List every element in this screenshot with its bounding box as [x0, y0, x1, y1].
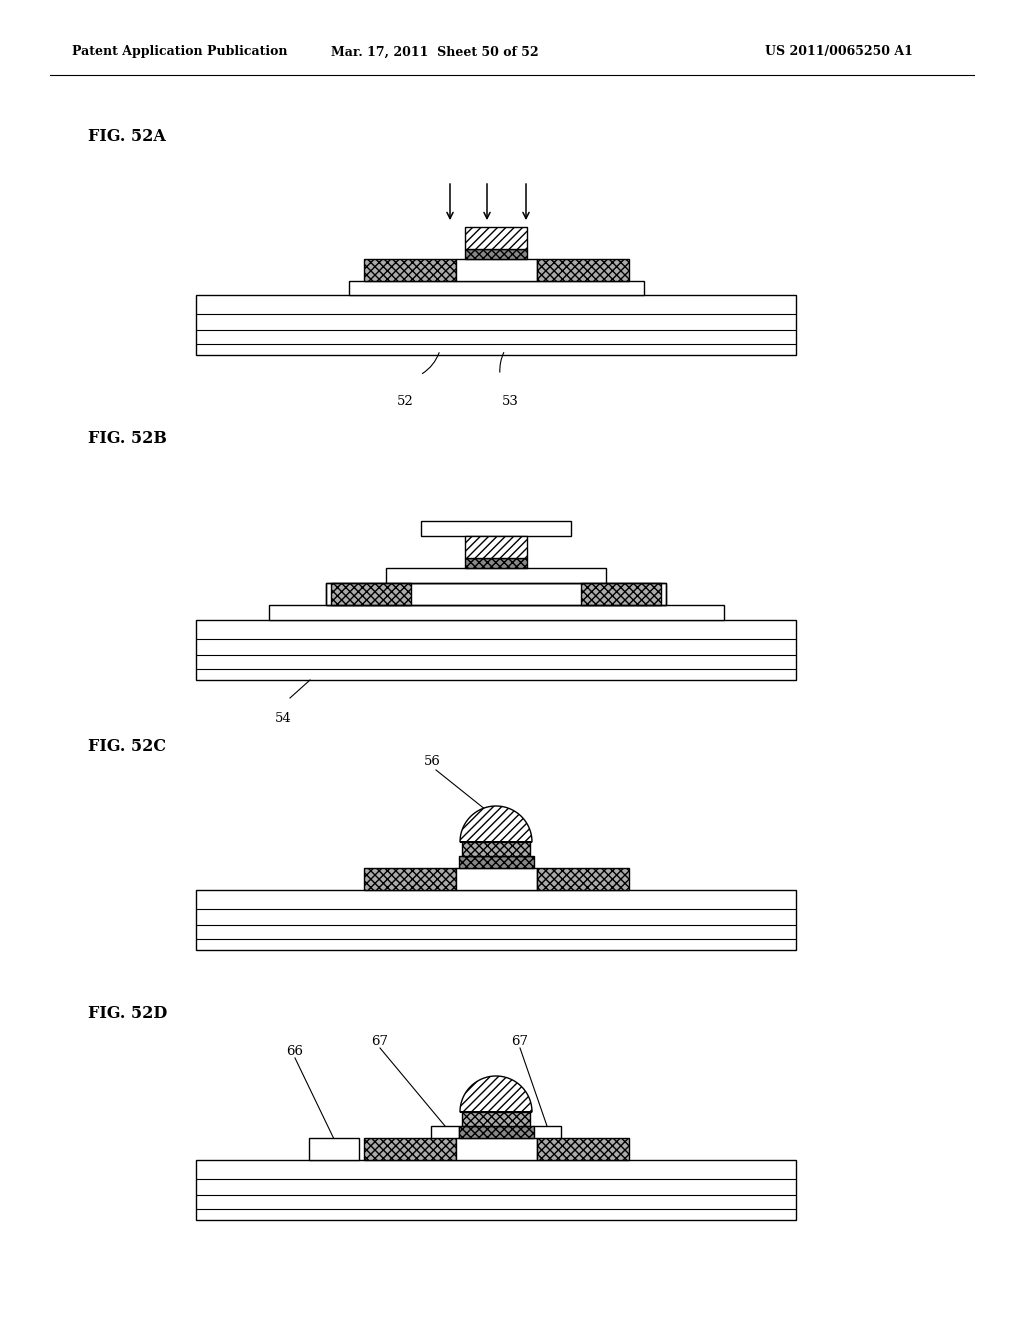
- Text: FIG. 52C: FIG. 52C: [88, 738, 166, 755]
- Bar: [331, 583, 411, 605]
- Bar: [456, 869, 537, 890]
- Bar: [326, 583, 666, 605]
- Text: FIG. 52D: FIG. 52D: [88, 1005, 167, 1022]
- Bar: [537, 1138, 629, 1160]
- Bar: [465, 536, 527, 558]
- Bar: [462, 842, 530, 855]
- Bar: [462, 1111, 530, 1126]
- Bar: [196, 1160, 796, 1220]
- Bar: [268, 605, 724, 620]
- Bar: [308, 1138, 358, 1160]
- Bar: [581, 583, 662, 605]
- Bar: [364, 259, 456, 281]
- Text: Patent Application Publication: Patent Application Publication: [72, 45, 288, 58]
- Text: 54: 54: [274, 711, 292, 725]
- Text: 67: 67: [372, 1035, 388, 1048]
- Text: US 2011/0065250 A1: US 2011/0065250 A1: [765, 45, 912, 58]
- Bar: [537, 259, 629, 281]
- Bar: [465, 227, 527, 249]
- Bar: [534, 1126, 561, 1140]
- Bar: [326, 583, 666, 605]
- Bar: [465, 558, 527, 568]
- Bar: [196, 890, 796, 950]
- Bar: [459, 1126, 534, 1138]
- Polygon shape: [460, 807, 532, 842]
- Text: FIG. 52B: FIG. 52B: [88, 430, 167, 447]
- Polygon shape: [460, 1076, 532, 1111]
- Text: Mar. 17, 2011  Sheet 50 of 52: Mar. 17, 2011 Sheet 50 of 52: [331, 45, 539, 58]
- Bar: [456, 259, 537, 281]
- Bar: [421, 521, 571, 536]
- Text: 66: 66: [287, 1045, 303, 1059]
- Bar: [196, 620, 796, 680]
- Bar: [386, 568, 606, 583]
- Bar: [364, 869, 456, 890]
- Bar: [465, 249, 527, 259]
- Text: 53: 53: [502, 395, 518, 408]
- Bar: [459, 855, 534, 869]
- Bar: [364, 1138, 456, 1160]
- Bar: [537, 869, 629, 890]
- Bar: [456, 1138, 537, 1160]
- Bar: [431, 1126, 459, 1140]
- Bar: [348, 281, 643, 294]
- Bar: [196, 294, 796, 355]
- Text: 67: 67: [512, 1035, 528, 1048]
- Text: 52: 52: [396, 395, 414, 408]
- Text: FIG. 52A: FIG. 52A: [88, 128, 166, 145]
- Text: 56: 56: [424, 755, 440, 768]
